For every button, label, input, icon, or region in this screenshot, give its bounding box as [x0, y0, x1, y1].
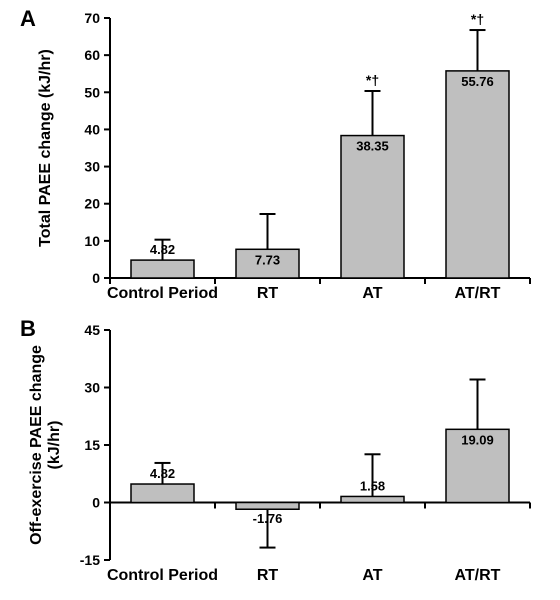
- ytick-label: 0: [92, 495, 100, 511]
- ytick-label: 30: [84, 380, 100, 396]
- value-label: 19.09: [461, 432, 494, 447]
- value-label: 4.82: [150, 242, 175, 257]
- ytick-label: 0: [92, 270, 100, 286]
- ytick-label: -15: [80, 552, 100, 568]
- category-label: Control Period: [107, 567, 218, 584]
- value-label: 7.73: [255, 252, 280, 267]
- significance-annotation: *†: [366, 72, 379, 88]
- ytick-label: 70: [84, 10, 100, 26]
- category-label: AT: [362, 567, 382, 584]
- category-label: AT/RT: [455, 285, 501, 302]
- category-label: AT: [362, 285, 382, 302]
- value-label: 4.82: [150, 466, 175, 481]
- bar: [236, 503, 299, 510]
- ytick-label: 45: [84, 322, 100, 338]
- bar: [341, 136, 404, 278]
- category-label: Control Period: [107, 285, 218, 302]
- category-label: AT/RT: [455, 567, 501, 584]
- y-axis-label: Off-exercise PAEE change(kJ/hr): [28, 345, 63, 545]
- figure: A 0102030405060704.82Control Period7.73R…: [0, 0, 560, 600]
- value-label: 38.35: [356, 139, 389, 154]
- panel-a-chart: 0 10 20 30 40 50 60 70 4.82 Control Period 7.73 RT 3…: [0, 0, 560, 308]
- bar: [131, 484, 194, 502]
- category-label: RT: [257, 567, 279, 584]
- ytick-label: 10: [84, 233, 100, 249]
- panel-b-chart: -15 0 15 30 45 4.82 Control Period -1.76 RT 1.58 A…: [0, 308, 560, 600]
- ytick-label: 60: [84, 47, 100, 63]
- category-label: RT: [257, 285, 279, 302]
- ytick-label: 50: [84, 84, 100, 100]
- bar: [446, 71, 509, 278]
- ytick-label: 20: [84, 196, 100, 212]
- ytick-label: 15: [84, 437, 100, 453]
- value-label: 55.76: [461, 74, 494, 89]
- value-label: 1.58: [360, 478, 385, 493]
- ytick-label: 30: [84, 159, 100, 175]
- significance-annotation: *†: [471, 11, 484, 27]
- ytick-label: 40: [84, 121, 100, 137]
- value-label: -1.76: [253, 511, 283, 526]
- bar: [131, 260, 194, 278]
- y-axis-label: Total PAEE change (kJ/hr): [37, 49, 54, 247]
- bar: [341, 496, 404, 502]
